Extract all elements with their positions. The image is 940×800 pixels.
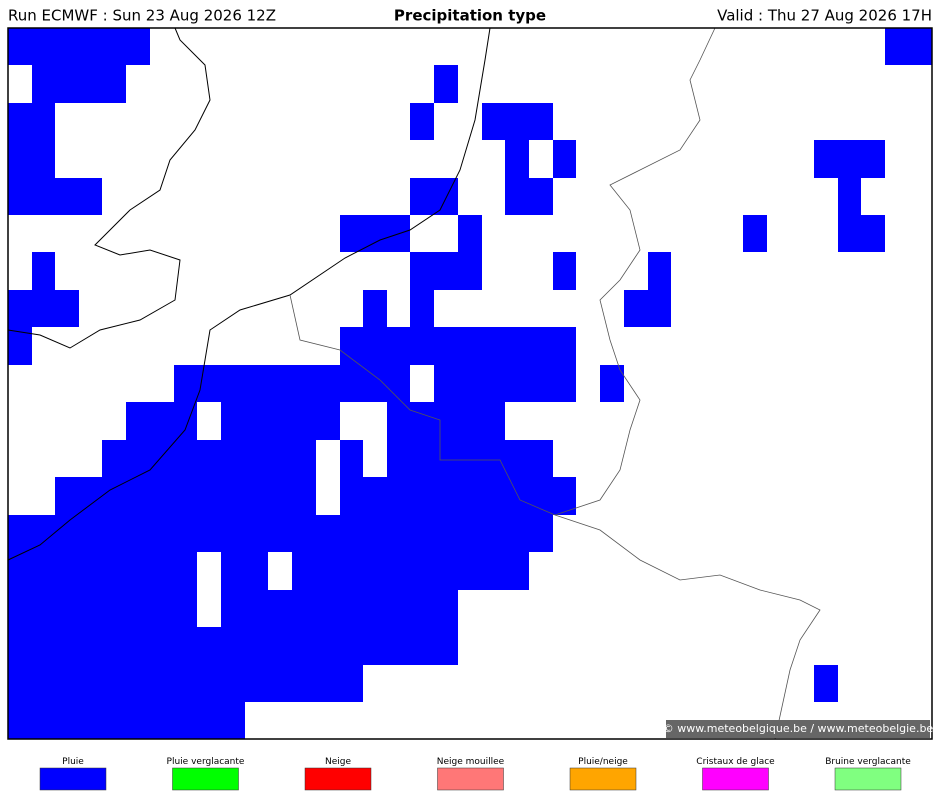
legend-label: Neige [325, 757, 351, 767]
valid-label: Valid : Thu 27 Aug 2026 17H [717, 7, 932, 25]
england-coast [7, 27, 211, 349]
map-frame [7, 27, 933, 740]
legend-label: Pluie [62, 757, 84, 767]
legend-label: Pluie/neige [578, 757, 628, 767]
rain-area [8, 28, 932, 739]
legend-swatch [172, 767, 239, 791]
title: Precipitation type [394, 7, 546, 25]
legend-label: Pluie verglacante [167, 757, 245, 767]
map: © www.meteobelgique.be / www.meteobelgie… [7, 27, 934, 740]
legend-label: Cristaux de glace [696, 757, 775, 767]
credit: © www.meteobelgique.be / www.meteobelgie… [663, 722, 934, 735]
legend-swatch [304, 767, 372, 791]
legend-swatch [39, 767, 107, 791]
legend-swatch [437, 767, 504, 791]
run-label: Run ECMWF : Sun 23 Aug 2026 12Z [8, 7, 276, 25]
legend-swatch [569, 767, 637, 791]
legend-swatch [702, 767, 769, 791]
legend-label: Bruine verglacante [825, 757, 911, 767]
legend-label: Neige mouillee [437, 757, 505, 767]
legend-swatch [834, 767, 902, 791]
credit-box [666, 720, 930, 738]
legend: Pluie Pluie verglacante Neige Neige mouille… [39, 757, 911, 791]
borders [289, 27, 821, 740]
france-coast [7, 27, 491, 561]
